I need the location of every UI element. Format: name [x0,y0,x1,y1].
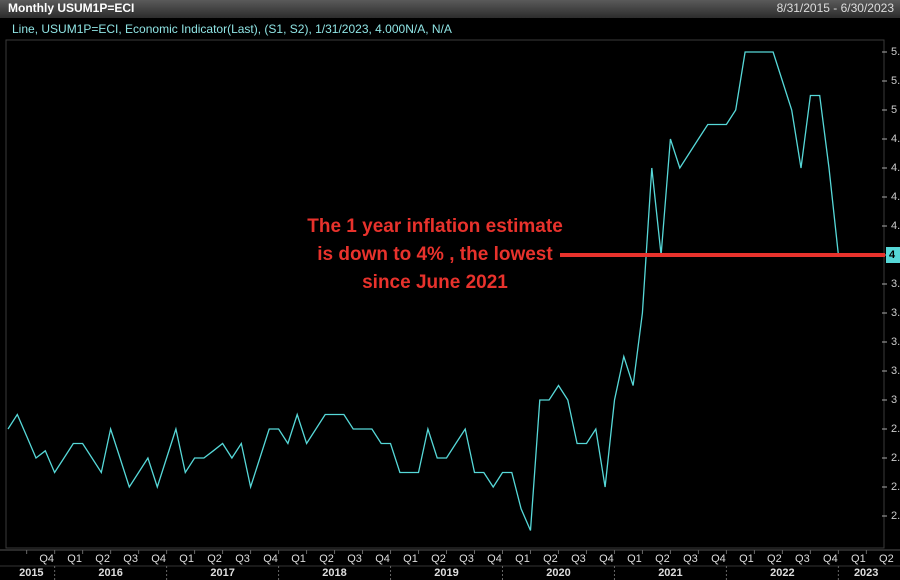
x-quarter-label: Q2 [655,553,670,565]
y-tick-label: 3 [891,394,897,406]
x-year-label: 2023 [854,567,878,579]
x-quarter-label: Q4 [39,553,54,565]
x-year-label: 2021 [658,567,682,579]
x-quarter-label: Q2 [207,553,222,565]
x-quarter-label: Q1 [627,553,642,565]
y-tick-label: 2.4 [891,481,900,493]
header-bar [0,0,900,18]
x-quarter-label: Q1 [515,553,530,565]
x-quarter-label: Q3 [347,553,362,565]
x-quarter-label: Q2 [431,553,446,565]
x-year-label: 2020 [546,567,570,579]
subtitle: Line, USUM1P=ECI, Economic Indicator(Las… [12,22,452,36]
x-quarter-label: Q4 [711,553,726,565]
x-quarter-label: Q2 [95,553,110,565]
x-year-label: 2017 [210,567,234,579]
y-tick-label: 4.4 [891,191,900,203]
x-year-label: 2019 [434,567,458,579]
annotation-text: is down to 4% , the lowest [317,244,553,265]
series-line [7,51,840,531]
x-year-label: 2022 [770,567,794,579]
x-quarter-label: Q1 [67,553,82,565]
y-tick-label: 2.2 [891,510,900,522]
x-quarter-label: Q3 [683,553,698,565]
x-quarter-label: Q4 [151,553,166,565]
x-quarter-label: Q4 [823,553,838,565]
x-quarter-label: Q2 [319,553,334,565]
last-value-label: 4 [889,249,896,261]
header-range: 8/31/2015 - 6/30/2023 [777,1,895,15]
y-tick-label: 3.4 [891,336,900,348]
x-year-label: 2018 [322,567,346,579]
annotation-text: since June 2021 [362,272,508,293]
last-value-box [886,247,900,263]
x-quarter-label: Q2 [879,553,894,565]
header-title: Monthly USUM1P=ECI [8,1,134,15]
y-tick-label: 4.2 [891,220,900,232]
x-quarter-label: Q2 [767,553,782,565]
y-tick-label: 4.8 [891,133,900,145]
y-tick-label: 2.8 [891,423,900,435]
x-quarter-label: Q1 [403,553,418,565]
x-quarter-label: Q1 [739,553,754,565]
x-quarter-label: Q3 [795,553,810,565]
x-quarter-label: Q4 [487,553,502,565]
x-quarter-label: Q3 [235,553,250,565]
x-quarter-label: Q1 [851,553,866,565]
y-tick-label: 3.2 [891,365,900,377]
x-quarter-label: Q1 [291,553,306,565]
y-tick-label: 5.2 [891,75,900,87]
y-tick-label: 3.6 [891,307,900,319]
y-tick-label: 5.4 [891,46,900,58]
y-tick-label: 3.8 [891,278,900,290]
annotation-text: The 1 year inflation estimate [307,216,563,237]
x-year-label: 2016 [98,567,122,579]
x-quarter-label: Q4 [263,553,278,565]
x-quarter-label: Q4 [599,553,614,565]
y-tick-label: 4.6 [891,162,900,174]
plot-frame [5,39,885,549]
x-quarter-label: Q3 [571,553,586,565]
y-tick-label: 5 [891,104,897,116]
x-quarter-label: Q3 [459,553,474,565]
x-quarter-label: Q1 [179,553,194,565]
x-quarter-label: Q3 [123,553,138,565]
x-quarter-label: Q2 [543,553,558,565]
y-tick-label: 2.6 [891,452,900,464]
x-quarter-label: Q4 [375,553,390,565]
x-year-label: 2015 [19,567,43,579]
